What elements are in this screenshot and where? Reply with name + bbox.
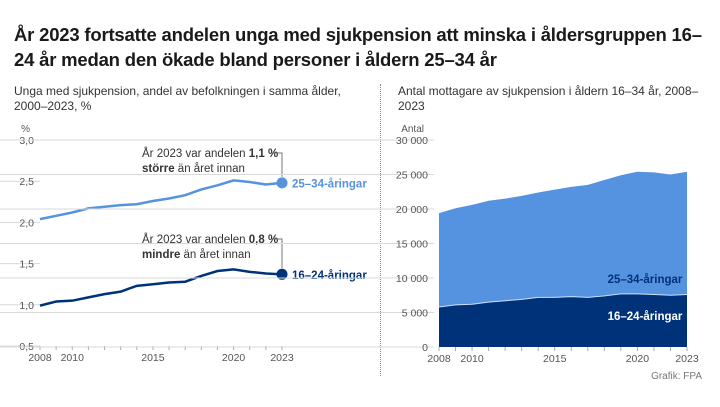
area-16-24 <box>439 293 687 347</box>
undefined-y-tick-label: 20 000 <box>396 204 428 216</box>
area-label-16-24: 16–24-åringar <box>608 311 683 323</box>
undefined-y-tick-label: 30 000 <box>396 135 428 147</box>
divider <box>380 84 381 376</box>
annotation: större än året innan <box>142 163 245 175</box>
undefined-y-tick-label: 3,0 <box>19 135 34 147</box>
undefined-y-tick-label: 1,5 <box>19 259 34 271</box>
annotation: mindre än året innan <box>142 249 251 261</box>
undefined-x-tick-label: 2010 <box>460 353 484 365</box>
line-16-24 <box>39 268 283 307</box>
area-25-34 <box>439 171 687 307</box>
series-label: 16–24-åringar <box>292 270 367 282</box>
page-title: År 2023 fortsatte andelen unga med sjukp… <box>14 24 702 70</box>
endpoint-marker <box>276 268 288 280</box>
right-chart-subtitle: Antal mottagare av sjukpension i åldern … <box>398 84 699 113</box>
undefined-x-tick-label: 2010 <box>61 352 85 364</box>
line-25-34 <box>39 179 283 221</box>
undefined-y-tick-label: 5 000 <box>402 308 428 320</box>
undefined-y-axis-label: Antal <box>401 124 424 135</box>
undefined-y-tick-label: 2,5 <box>19 176 34 188</box>
undefined-x-tick-label: 2015 <box>543 353 567 365</box>
area-label-25-34: 25–34-åringar <box>608 274 683 286</box>
undefined-y-tick-label: 2,0 <box>19 217 34 229</box>
credit: Grafik: FPA <box>651 371 702 382</box>
undefined-y-tick-label: 0 <box>422 342 428 354</box>
undefined-y-tick-label: 25 000 <box>396 170 428 182</box>
undefined-x-tick-label: 2020 <box>222 352 246 364</box>
annotation: År 2023 var andelen 1,1 % <box>142 147 278 160</box>
area-boundary <box>438 293 688 308</box>
undefined-x-tick-label: 2008 <box>427 353 451 365</box>
annotation-leader <box>272 152 283 177</box>
annotation-leader <box>272 238 283 269</box>
undefined-y-tick-label: 1,0 <box>19 300 34 312</box>
undefined-x-tick-label: 2023 <box>270 352 294 364</box>
series-label: 25–34-åringar <box>292 178 367 190</box>
undefined-y-tick-label: 15 000 <box>396 239 428 251</box>
undefined-y-axis-label: % <box>21 124 30 135</box>
endpoint-marker <box>276 177 288 189</box>
undefined-x-tick-label: 2023 <box>675 353 699 365</box>
undefined-x-tick-label: 2015 <box>141 352 165 364</box>
annotation: År 2023 var andelen 0,8 % <box>142 233 278 246</box>
undefined-x-tick-label: 2020 <box>626 353 650 365</box>
undefined-x-tick-label: 2008 <box>28 352 52 364</box>
left-chart-subtitle: Unga med sjukpension, andel av befolknin… <box>14 84 341 113</box>
undefined-y-tick-label: 10 000 <box>396 273 428 285</box>
